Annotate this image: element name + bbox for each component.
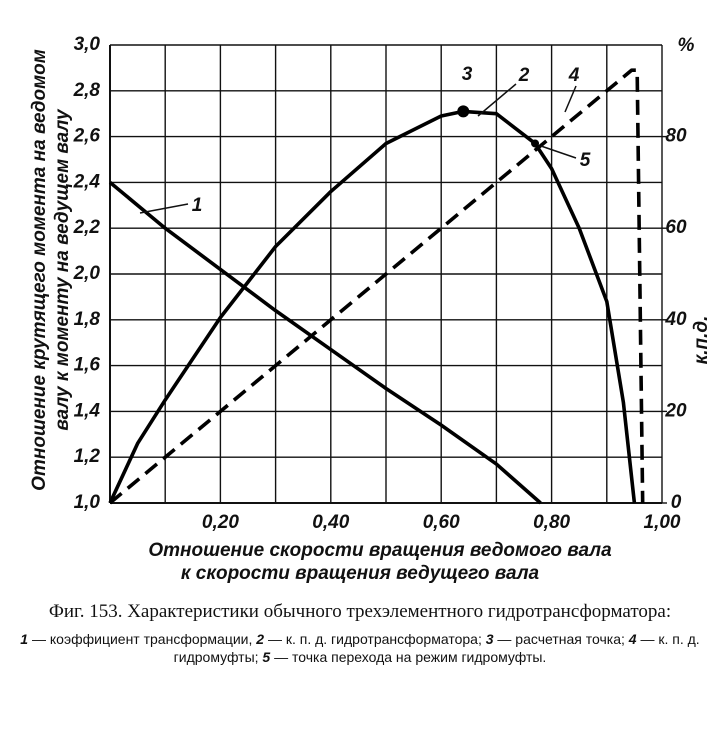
y2-tick-label: 20 [664, 400, 687, 421]
y2-axis-label: к.п.д. [691, 316, 712, 365]
y2-tick-label: 0 [671, 492, 682, 513]
x-tick-label: 0,40 [312, 512, 349, 533]
x-tick-label: 1,00 [644, 512, 681, 533]
y-tick-label: 2,6 [73, 126, 101, 147]
caption-num: 4 [628, 631, 637, 647]
y-tick-label: 1,2 [74, 446, 101, 467]
y-axis-label: Отношение крутящего момента на ведомом [29, 49, 50, 491]
series-label: 5 [580, 150, 591, 171]
caption-num: 5 [262, 649, 271, 665]
y-tick-label: 1,4 [74, 400, 101, 421]
leader-line [564, 85, 577, 113]
point-marker [457, 105, 470, 118]
x-tick-label: 0,20 [202, 512, 239, 533]
series-line [108, 68, 645, 505]
chart: Отношение скорости вращения ведомого вал… [29, 34, 712, 584]
y-tick-label: 1,6 [74, 355, 101, 376]
x-axis-label: Отношение скорости вращения ведомого вал… [148, 540, 612, 561]
y-tick-label: 1,8 [74, 309, 101, 330]
caption-text: — расчетная точка; [497, 631, 625, 647]
leader-line [477, 83, 517, 117]
y-tick-label: 2,2 [73, 217, 101, 238]
y2-unit: % [678, 35, 695, 56]
caption-num: 1 [20, 631, 29, 647]
caption-text: — коэффициент трансформации, [31, 631, 253, 647]
caption-text: — к. п. д. гидромуфты; [173, 631, 700, 665]
series-label: 4 [568, 65, 580, 86]
x-axis-label: к скорости вращения ведущего вала [181, 563, 540, 584]
y-tick-label: 3,0 [74, 34, 101, 55]
caption-items: 1 — коэффициент трансформации, 2 — к. п.… [20, 630, 700, 666]
series-label: 1 [192, 195, 203, 216]
caption-num: 3 [485, 631, 494, 647]
series-line [108, 181, 542, 505]
y2-tick-label: 60 [665, 217, 687, 238]
caption-text: — к. п. д. гидротрансформатора; [267, 631, 482, 647]
y2-tick-label: 40 [664, 309, 687, 330]
y-tick-label: 1,0 [74, 492, 101, 513]
y-axis-label: валу к моменту на ведущем валу [52, 108, 73, 431]
caption-text: — точка перехода на режим гидромуфты. [274, 649, 547, 665]
leader-line [139, 203, 189, 214]
caption: Фиг. 153. Характеристики обычного трехэл… [0, 600, 720, 666]
x-tick-label: 0,60 [423, 512, 460, 533]
x-tick-label: 0,80 [533, 512, 570, 533]
series-line [108, 109, 637, 504]
y-tick-label: 2,4 [73, 171, 101, 192]
series-label: 2 [518, 65, 530, 86]
series-label: 3 [462, 64, 473, 85]
caption-num: 2 [256, 631, 265, 647]
y-tick-label: 2,8 [73, 80, 101, 101]
y-tick-label: 2,0 [73, 263, 101, 284]
y2-tick-label: 80 [665, 126, 687, 147]
leader-line [540, 145, 577, 159]
point-marker [531, 139, 540, 148]
caption-title: Фиг. 153. Характеристики обычного трехэл… [48, 601, 672, 622]
